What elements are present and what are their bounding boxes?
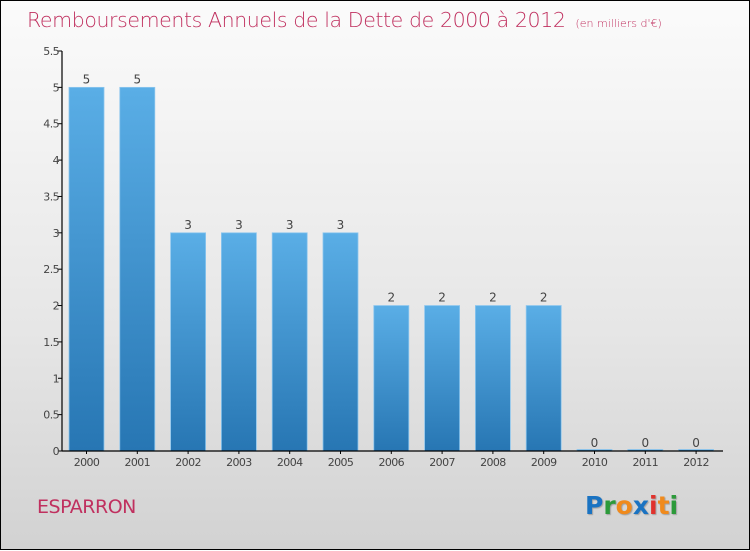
y-tick-label: 5 [53, 81, 60, 94]
y-tick-label: 2.5 [43, 263, 59, 276]
bar-2009 [525, 305, 562, 452]
y-tick-label: 2 [53, 300, 59, 313]
value-label-2003: 3 [235, 218, 243, 232]
value-label-2004: 3 [286, 218, 294, 232]
y-tick-label: 3 [53, 227, 60, 240]
x-tick-label-2010: 2010 [582, 456, 608, 469]
proxiti-logo[interactable]: Proxiti [585, 491, 678, 520]
y-tick-label: 5.5 [43, 45, 59, 58]
x-tick-label-2001: 2001 [124, 456, 150, 469]
logo-letter: P [585, 491, 604, 520]
value-label-2012: 0 [692, 436, 700, 450]
x-tick-label-2008: 2008 [480, 456, 506, 469]
bar-2000 [68, 86, 105, 452]
x-tick-label-2000: 2000 [74, 456, 100, 469]
y-tick-label: 3.5 [43, 190, 59, 203]
value-label-2005: 3 [337, 218, 345, 232]
logo-letter: t [657, 491, 670, 520]
logo-letter: i [649, 491, 658, 520]
value-label-2002: 3 [184, 218, 192, 232]
value-label-2011: 0 [641, 436, 649, 450]
chart-title-text: Remboursements Annuels de la Dette de 20… [27, 8, 566, 32]
bar-2007 [424, 305, 461, 452]
bar-2006 [373, 305, 410, 452]
commune-name: ESPARRON [37, 496, 136, 518]
value-label-2007: 2 [438, 291, 446, 305]
value-label-2008: 2 [489, 291, 497, 305]
logo-letter: i [669, 491, 679, 520]
y-tick-label: 4.5 [43, 118, 59, 131]
value-label-2001: 5 [133, 72, 141, 86]
x-tick-label-2012: 2012 [683, 456, 709, 469]
value-label-2010: 0 [591, 436, 599, 450]
x-tick-label-2011: 2011 [632, 456, 658, 469]
x-tick-label-2004: 2004 [277, 456, 303, 469]
logo-letter: x [632, 491, 649, 520]
x-tick-label-2005: 2005 [328, 456, 354, 469]
bar-2003 [220, 232, 257, 452]
y-tick-label: 0.5 [43, 409, 59, 422]
bar-2002 [170, 232, 207, 452]
x-tick-label-2006: 2006 [378, 456, 404, 469]
value-label-2000: 5 [83, 72, 91, 86]
logo-letter: o [615, 491, 633, 520]
chart-title: Remboursements Annuels de la Dette de 20… [27, 8, 662, 32]
y-tick-label: 1.5 [43, 336, 59, 349]
value-label-2009: 2 [540, 291, 548, 305]
bar-2004 [271, 232, 308, 452]
bar-2008 [474, 305, 511, 452]
x-tick-label-2007: 2007 [429, 456, 455, 469]
y-tick-label: 0 [53, 445, 60, 458]
logo-letter: r [603, 491, 616, 520]
x-tick-label-2003: 2003 [226, 456, 252, 469]
y-tick-label: 4 [53, 154, 60, 167]
bar-2001 [119, 86, 156, 452]
x-tick-label-2002: 2002 [175, 456, 201, 469]
x-tick-label-2009: 2009 [531, 456, 557, 469]
bar-2005 [322, 232, 359, 452]
chart-subtitle: (en milliers d'€) [575, 17, 662, 30]
y-tick-label: 1 [53, 372, 59, 385]
value-label-2006: 2 [387, 291, 395, 305]
